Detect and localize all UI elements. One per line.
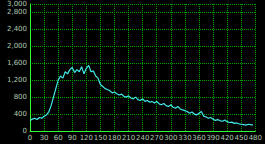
svg-text:2,800: 2,800 bbox=[7, 8, 27, 16]
svg-text:330: 330 bbox=[178, 134, 191, 142]
svg-text:90: 90 bbox=[68, 134, 77, 142]
svg-text:450: 450 bbox=[235, 134, 248, 142]
svg-text:1,600: 1,600 bbox=[7, 59, 27, 67]
svg-text:400: 400 bbox=[14, 110, 27, 118]
svg-text:120: 120 bbox=[80, 134, 93, 142]
svg-text:60: 60 bbox=[54, 134, 63, 142]
svg-text:420: 420 bbox=[220, 134, 233, 142]
svg-text:0: 0 bbox=[23, 127, 27, 135]
svg-text:240: 240 bbox=[136, 134, 149, 142]
svg-text:210: 210 bbox=[122, 134, 135, 142]
svg-text:800: 800 bbox=[14, 93, 27, 101]
svg-text:180: 180 bbox=[108, 134, 121, 142]
svg-text:2,400: 2,400 bbox=[7, 25, 27, 33]
svg-text:390: 390 bbox=[206, 134, 219, 142]
svg-text:0: 0 bbox=[28, 134, 32, 142]
svg-text:2,000: 2,000 bbox=[7, 42, 27, 50]
svg-text:1,200: 1,200 bbox=[7, 76, 27, 84]
svg-text:300: 300 bbox=[164, 134, 177, 142]
svg-text:270: 270 bbox=[150, 134, 163, 142]
svg-text:150: 150 bbox=[94, 134, 107, 142]
svg-text:3,000: 3,000 bbox=[7, 0, 27, 8]
svg-text:30: 30 bbox=[40, 134, 49, 142]
svg-text:480: 480 bbox=[249, 134, 262, 142]
svg-text:360: 360 bbox=[192, 134, 205, 142]
